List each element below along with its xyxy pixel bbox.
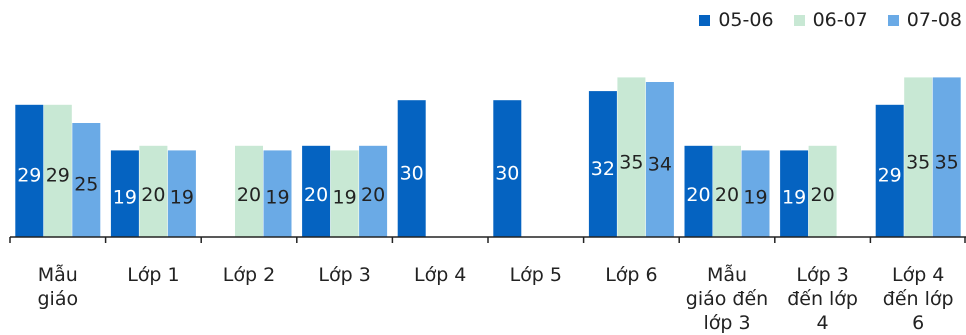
legend-label-series-2: 06-07: [812, 9, 868, 31]
value-label-3-10: 35: [935, 151, 959, 173]
bar-1-9: [780, 150, 809, 237]
value-label-1-7: 32: [591, 158, 615, 180]
legend-swatch-series-3: [887, 14, 899, 26]
bar-1-7: [588, 91, 617, 237]
category-label-3: Lớp 2: [223, 264, 275, 286]
bar-3-7: [645, 82, 674, 237]
category-label-2: Lớp 1: [127, 264, 179, 286]
category-label-9: Lớp 3 đến lớp 4: [787, 264, 858, 334]
bars-group: [15, 77, 961, 238]
bar-2-3: [235, 145, 263, 237]
category-label-7: Lớp 6: [605, 264, 657, 286]
bar-1-2: [110, 150, 139, 237]
value-label-1-1: 29: [17, 165, 41, 187]
value-label-1-8: 20: [686, 184, 710, 206]
bar-3-3: [263, 150, 292, 237]
value-label-2-4: 19: [333, 186, 357, 208]
category-label-5: Lớp 4: [414, 264, 466, 286]
value-label-1-10: 29: [878, 165, 902, 187]
value-label-1-6: 30: [495, 162, 519, 184]
bar-1-10: [875, 104, 904, 237]
value-label-1-5: 30: [400, 162, 424, 184]
bar-2-9: [808, 145, 837, 237]
bar-3-10: [932, 77, 961, 238]
bar-1-4: [302, 145, 331, 237]
legend-item-series-1: 05-06: [699, 9, 774, 31]
value-label-3-4: 20: [361, 184, 385, 206]
x-axis: [9, 236, 966, 243]
category-label-8: Mẫu giáo đến lớp 3: [686, 263, 768, 334]
bar-1-8: [684, 145, 713, 237]
bar-2-10: [904, 77, 933, 238]
bar-3-4: [359, 145, 388, 237]
value-label-2-1: 29: [46, 165, 70, 187]
value-label-3-7: 34: [648, 154, 672, 176]
bar-3-8: [741, 150, 770, 237]
bar-2-7: [617, 77, 646, 238]
bar-1-5: [397, 100, 426, 237]
bar-3-1: [72, 123, 101, 237]
value-label-1-4: 20: [304, 184, 328, 206]
value-label-3-2: 19: [170, 186, 194, 208]
value-label-2-8: 20: [715, 184, 739, 206]
bar-2-8: [713, 145, 741, 237]
value-label-3-1: 25: [74, 173, 98, 195]
category-label-4: Lớp 3: [318, 264, 370, 286]
bar-1-6: [493, 100, 522, 237]
bar-2-4: [330, 150, 359, 237]
value-label-2-2: 20: [141, 184, 165, 206]
bar-3-2: [167, 150, 196, 237]
value-label-2-10: 35: [906, 151, 930, 173]
value-label-1-2: 19: [113, 186, 137, 208]
value-label-2-9: 20: [811, 184, 835, 206]
legend-swatch-series-2: [793, 14, 805, 26]
category-label-6: Lớp 5: [510, 264, 562, 286]
value-label-3-3: 19: [265, 186, 289, 208]
legend-item-series-2: 06-07: [793, 9, 868, 31]
legend: 05-06 06-07 07-08: [699, 9, 962, 31]
legend-label-series-1: 05-06: [718, 9, 774, 31]
bar-2-2: [139, 145, 168, 237]
value-label-1-9: 19: [782, 186, 806, 208]
legend-item-series-3: 07-08: [887, 9, 962, 31]
value-label-3-8: 19: [743, 186, 767, 208]
legend-label-series-3: 07-08: [906, 9, 962, 31]
category-label-1: Mẫu giáo: [37, 263, 78, 310]
legend-swatch-series-1: [699, 14, 711, 26]
bar-2-1: [43, 104, 72, 237]
category-labels-group: Mẫu giáo Lớp 1 Lớp 2 Lớp 3 Lớp 4 Lớp 5 Lớp 6 Mẫu…: [37, 263, 953, 334]
category-label-10: Lớp 4 đến lớp 6: [883, 264, 954, 334]
value-label-2-3: 20: [237, 184, 261, 206]
value-label-2-7: 35: [619, 151, 643, 173]
bar-1-1: [15, 104, 44, 237]
